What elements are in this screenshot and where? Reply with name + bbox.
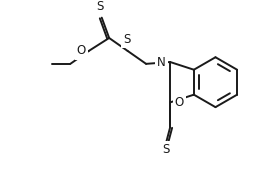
Text: O: O: [77, 44, 86, 57]
Text: O: O: [175, 96, 184, 109]
Text: S: S: [96, 0, 104, 13]
Text: S: S: [163, 143, 170, 156]
Text: S: S: [123, 33, 130, 46]
Text: N: N: [157, 56, 166, 69]
